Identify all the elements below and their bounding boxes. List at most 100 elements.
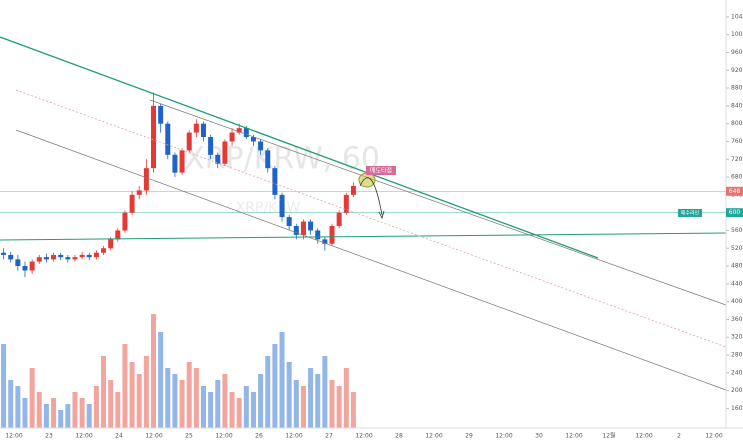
candle-body: [343, 194, 349, 213]
arrow-head: [378, 210, 385, 220]
x-tick-label: 12:00: [565, 433, 582, 440]
x-tick-label: 12월: [602, 432, 615, 440]
price-tag-label: 648: [729, 188, 741, 195]
candle-body: [101, 248, 107, 253]
annotation: 매도타점: [370, 167, 392, 175]
highlight: [358, 172, 376, 188]
trend-line: [0, 36, 599, 259]
volume-bar: [172, 374, 178, 428]
volume-bar: [179, 380, 185, 428]
price-tag: [726, 186, 743, 196]
candle-body: [250, 137, 256, 142]
candle-body: [336, 212, 342, 227]
candle-body: [236, 128, 242, 133]
volume-bar: [293, 380, 299, 428]
x-tick-label: 30: [535, 433, 543, 440]
x-tick-label: 12:00: [5, 433, 22, 440]
volume-bar: [8, 380, 14, 428]
volume-bar: [315, 374, 321, 428]
volume-bar: [115, 392, 121, 428]
candle-body: [286, 217, 292, 227]
y-tick-label: 440: [731, 280, 743, 287]
volume-bar: [300, 386, 306, 428]
candle-body: [300, 221, 306, 235]
y-tick-label: 360: [731, 316, 743, 323]
volume-bar: [22, 398, 28, 428]
volume-bar: [36, 392, 42, 428]
candle-body: [322, 239, 328, 244]
candle-body: [136, 190, 142, 195]
y-tick-label: 880: [731, 85, 743, 92]
y-tick-label: 840: [731, 102, 743, 109]
candle-body: [29, 261, 35, 271]
x-tick-label: 23: [45, 433, 53, 440]
volume-bar: [86, 404, 92, 428]
volume-bar: [215, 380, 221, 428]
x-tick-label: 12:00: [425, 433, 442, 440]
y-tick-label: 680: [731, 174, 743, 181]
candle-body: [158, 105, 164, 124]
y-tick-label: 520: [731, 245, 743, 252]
candle-body: [243, 128, 249, 138]
candle-body: [58, 254, 64, 258]
candle-body: [15, 259, 21, 267]
x-tick-label: 12:00: [75, 433, 92, 440]
volume-bar: [65, 404, 71, 428]
y-tick-label: 960: [731, 49, 743, 56]
candle-body: [350, 185, 356, 195]
candle-body: [308, 221, 314, 231]
annotation-box: [366, 166, 396, 175]
candle-body: [279, 194, 285, 218]
y-tick-label: 760: [731, 138, 743, 145]
channel-up: [149, 99, 727, 306]
price-tag-label: 600: [729, 209, 741, 216]
x-tick-label: 12:00: [635, 433, 652, 440]
y-tick-label: 1000: [731, 31, 743, 38]
annotation: 매수라인: [681, 210, 700, 217]
volume-bar: [129, 362, 135, 428]
volume-bar: [258, 374, 264, 428]
y-tick-label: 480: [731, 263, 743, 270]
candle-body: [293, 226, 299, 235]
volume-bar: [322, 356, 328, 428]
candle-body: [329, 226, 335, 244]
volume-bar: [43, 404, 49, 428]
volume-bar: [236, 398, 242, 428]
candle-body: [65, 257, 71, 260]
x-tick-label: 27: [325, 433, 333, 440]
x-tick-label: 12:00: [215, 433, 232, 440]
candle-body: [172, 154, 178, 173]
volume-bar: [1, 344, 7, 428]
volume-bar: [108, 380, 114, 428]
watermark-subtitle: XRP/KRW: [236, 200, 301, 216]
candle-body: [122, 212, 128, 231]
arrow: [359, 177, 383, 216]
y-tick-label: 800: [731, 120, 743, 127]
candle-body: [222, 141, 228, 164]
candle-body: [86, 254, 92, 258]
y-tick-label: 160: [731, 405, 743, 412]
volume-bar: [72, 392, 78, 428]
volume-bar: [93, 386, 99, 428]
volume-bar: [79, 398, 85, 428]
volume-bar: [51, 398, 57, 428]
x-tick-label: 28: [395, 433, 403, 440]
candle-body: [36, 257, 42, 262]
x-tick-label: 12:00: [705, 433, 722, 440]
y-tick-label: 280: [731, 352, 743, 359]
y-tick-label: 400: [731, 298, 743, 305]
volume-bar: [136, 374, 142, 428]
candle-body: [8, 254, 14, 260]
volume-bar: [186, 362, 192, 428]
volume-bar: [122, 344, 128, 428]
channel-mid: [15, 89, 727, 348]
volume-bar: [29, 368, 35, 428]
volume-bar: [308, 368, 314, 428]
volume-bar: [15, 386, 21, 428]
x-tick-label: 29: [465, 433, 473, 440]
volume-bar: [279, 332, 285, 428]
volume-bar: [158, 332, 164, 428]
candle-body: [151, 105, 157, 169]
